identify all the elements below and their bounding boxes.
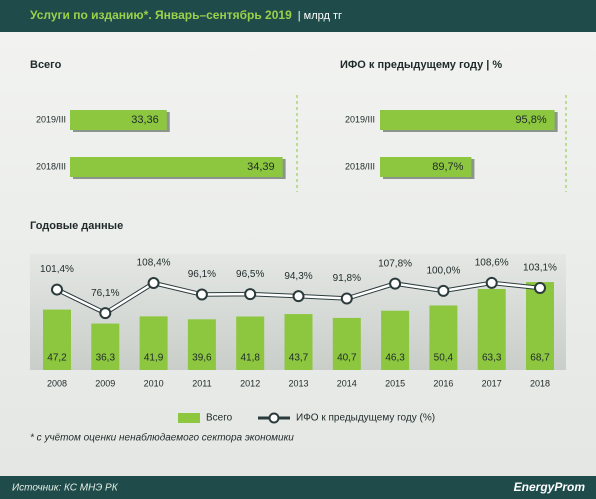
line-marker [51, 283, 63, 296]
value-label: 107,8% [378, 258, 412, 269]
x-tick-label: 2010 [144, 378, 164, 388]
source-bar [0, 476, 596, 499]
title-bar [0, 0, 596, 32]
legend-marker [268, 412, 280, 424]
category-label: 2019/III [36, 114, 66, 124]
chart-title: ИФО к предыдущему году | % [340, 59, 502, 71]
bar [284, 314, 313, 370]
value-label: 96,1% [188, 269, 216, 280]
value-label: 34,39 [247, 161, 275, 173]
value-label: 91,8% [333, 273, 361, 284]
line-marker [534, 281, 546, 294]
value-label: 40,7 [337, 353, 357, 364]
page-title: Услуги по изданию*. Январь–сентябрь 2019 [30, 8, 292, 22]
x-tick-label: 2017 [482, 378, 502, 388]
category-label: 2018/III [345, 161, 375, 171]
value-label: 41,8 [240, 353, 260, 364]
value-label: 41,9 [144, 353, 164, 364]
line-marker [99, 307, 112, 320]
value-label: 46,3 [385, 353, 405, 364]
bar [70, 157, 283, 177]
bar [187, 319, 216, 370]
value-label: 43,7 [289, 353, 309, 364]
value-label: 108,6% [475, 258, 509, 269]
value-label: 76,1% [91, 288, 119, 299]
value-label: 96,5% [236, 269, 264, 280]
x-tick-label: 2015 [385, 378, 405, 388]
value-label: 68,7 [530, 353, 550, 364]
logo: EnergyProm [514, 480, 586, 494]
line-marker [485, 276, 498, 289]
category-label: 2018/III [36, 161, 66, 171]
value-label: 94,3% [284, 271, 312, 282]
bar [477, 288, 506, 370]
value-label: 108,4% [137, 258, 171, 269]
bar [332, 317, 361, 370]
bar [139, 316, 168, 370]
x-tick-label: 2014 [337, 378, 357, 388]
line-marker [292, 290, 305, 303]
value-label: 33,36 [131, 114, 159, 126]
value-label: 63,3 [482, 353, 502, 364]
x-tick-label: 2011 [192, 378, 211, 388]
x-tick-label: 2009 [95, 378, 115, 388]
line-marker [340, 292, 353, 305]
line-marker [195, 288, 208, 301]
line-marker [244, 288, 257, 301]
line-marker [389, 277, 402, 290]
chart-title: Всего [30, 59, 62, 71]
x-tick-label: 2012 [240, 378, 260, 388]
value-label: 95,8% [515, 114, 546, 126]
bar [43, 309, 71, 370]
value-label: 89,7% [432, 161, 463, 173]
bar [381, 310, 410, 370]
unit: | млрд тг [298, 10, 342, 22]
bar [526, 282, 554, 370]
chart-title: Годовые данные [30, 220, 123, 232]
line-marker [437, 284, 450, 297]
x-tick-label: 2008 [47, 378, 67, 388]
x-tick-label: 2018 [530, 378, 550, 388]
bar [429, 305, 458, 370]
category-label: 2019/III [345, 114, 375, 124]
bar [236, 316, 265, 370]
legend-label: Всего [206, 413, 233, 424]
bar [91, 323, 120, 370]
value-label: 101,4% [40, 264, 74, 275]
bar [380, 157, 472, 177]
bar [70, 110, 167, 130]
value-label: 100,0% [426, 266, 460, 277]
line-marker [147, 277, 160, 290]
legend-swatch [178, 413, 200, 423]
value-label: 36,3 [96, 353, 116, 364]
value-label: 39,6 [192, 353, 212, 364]
x-tick-label: 2016 [433, 378, 453, 388]
bar [380, 110, 555, 130]
value-label: 103,1% [523, 263, 557, 274]
source: Источник: КС МНЭ РК [12, 483, 119, 494]
value-label: 47,2 [47, 353, 67, 364]
x-tick-label: 2013 [288, 378, 308, 388]
legend-label: ИФО к предыдущему году (%) [296, 413, 435, 424]
value-label: 50,4 [434, 353, 454, 364]
footnote: * с учётом оценки ненаблюдаемого сектора… [30, 432, 294, 444]
